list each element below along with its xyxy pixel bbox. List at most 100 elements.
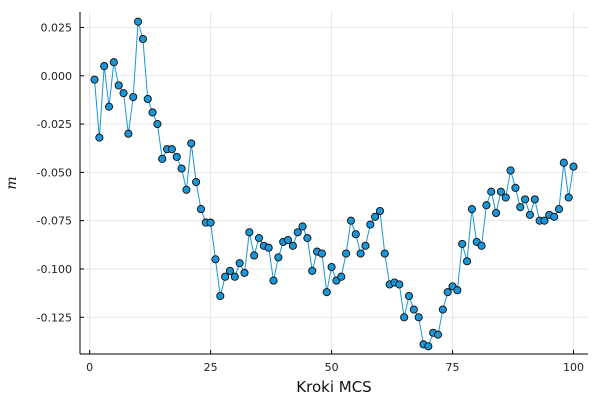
data-point [317,249,326,258]
x-axis-title: Kroki MCS [296,378,371,396]
data-point [303,234,312,243]
data-point [424,342,433,351]
data-point [264,243,273,252]
y-tick-label: -0.125 [37,311,72,324]
data-point [525,210,534,219]
data-point [404,291,414,301]
data-point [361,241,370,250]
data-point [114,81,123,90]
data-point [119,89,128,98]
data-point [492,208,501,217]
data-point [225,266,235,275]
x-tick-label: 25 [204,361,218,374]
y-tick-label: -0.075 [37,215,72,228]
data-point [371,212,380,221]
data-point [356,249,365,258]
data-point [482,201,491,210]
data-point [530,195,539,204]
data-point [433,330,443,339]
data-point [211,255,220,264]
data-point [283,235,293,245]
data-point [167,145,176,154]
data-point [322,288,331,297]
data-point [196,205,206,214]
data-point [487,187,496,196]
data-point [235,259,244,268]
y-tick-label: -0.025 [37,118,72,131]
data-point [100,62,109,71]
data-point [138,35,147,44]
y-tick-label: -0.100 [37,263,72,276]
data-point [462,257,472,266]
x-tick-label: 50 [325,361,339,374]
data-point [554,205,564,214]
y-tick-label: 0.000 [41,70,73,83]
data-point [511,183,520,192]
data-point [380,249,389,258]
data-point [148,108,157,117]
series [90,17,578,351]
grid [80,12,588,354]
data-point [269,276,278,285]
data-point [395,280,404,289]
data-point [540,216,549,225]
data-point [153,120,162,129]
data-point [477,241,486,250]
data-point [250,251,259,260]
data-point [506,166,515,175]
y-axis-title: m [4,176,20,189]
data-point [337,272,346,281]
data-point [134,17,143,26]
y-tick-label: 0.025 [41,21,73,34]
data-point [206,218,215,227]
data-point [496,187,505,196]
data-point [288,241,297,250]
data-point [187,139,196,148]
data-point [409,305,418,314]
data-point [308,266,317,275]
data-point [95,133,104,142]
data-point [414,313,423,322]
data-point [177,164,186,173]
data-point [143,94,152,103]
data-point [158,154,167,163]
data-point [90,75,99,84]
x-tick-label: 100 [563,361,584,374]
axes [79,12,588,355]
data-point [230,272,239,281]
series-line [94,21,574,347]
x-tick-label: 75 [446,361,460,374]
ticks: 0 25 50 75 100 0.025 0.000 -0.025 -0.050 -0.075 -0… [37,21,584,374]
data-point [245,228,254,237]
data-point [124,129,133,138]
data-point [182,185,191,194]
data-point [375,206,385,216]
x-tick-label: 0 [86,361,93,374]
data-point [298,222,307,231]
data-point [109,58,118,67]
data-point [293,228,302,237]
data-point [254,234,264,243]
data-point [221,272,230,281]
data-point [559,158,568,167]
data-point [104,102,114,111]
data-point [443,288,452,297]
data-point [342,249,351,258]
data-point [216,291,225,301]
data-point [129,92,138,102]
data-point [501,193,510,202]
data-point [172,152,181,161]
data-point [366,220,375,229]
data-point [550,212,559,221]
y-tick-label: -0.050 [37,166,72,179]
data-point [521,195,530,204]
data-point [192,177,201,187]
data-point [453,286,462,295]
data-point [467,205,476,214]
data-point [346,216,355,225]
data-point [274,253,283,262]
data-point [327,263,336,272]
data-point [240,268,249,277]
data-point [351,230,360,239]
